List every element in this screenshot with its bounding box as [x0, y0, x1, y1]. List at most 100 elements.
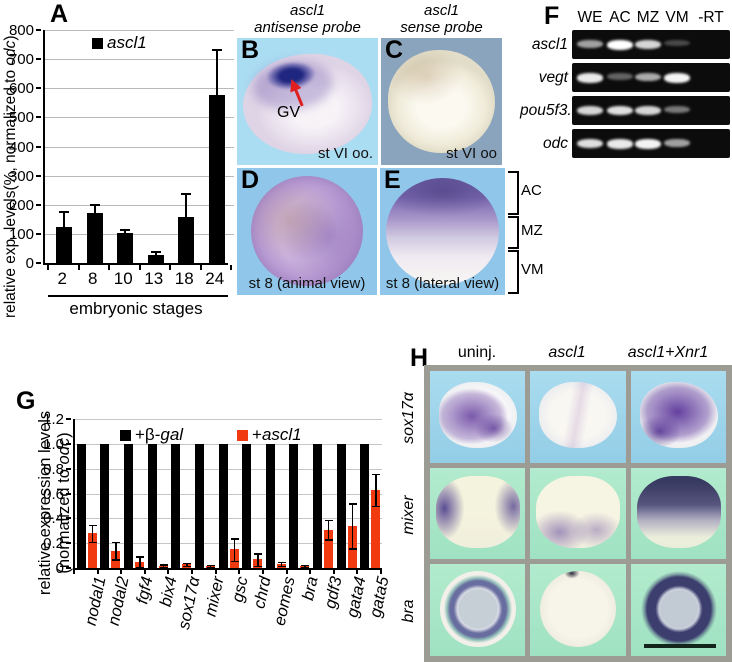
- image-sox17a-uninj: [430, 371, 526, 463]
- bar-gata5-bgal: [360, 443, 370, 568]
- error-bar: [124, 228, 127, 233]
- row-label-sox17a: sox17α: [400, 392, 417, 444]
- error-cap-bottom: [159, 566, 168, 569]
- error-bar: [91, 524, 94, 542]
- error-bar: [154, 250, 157, 255]
- legend-swatch-black: [120, 430, 131, 441]
- panel-a-legend: ascl1: [92, 33, 147, 53]
- panel-c-image: C st VI oo: [381, 38, 502, 165]
- error-bar: [327, 519, 330, 540]
- x-tick: [143, 570, 146, 574]
- panel-c-caption: st VI oo: [446, 145, 497, 162]
- panel-g-label: G: [16, 387, 36, 415]
- panel-g: G relative expression levels (normalized…: [0, 385, 420, 662]
- gene-label-vegt: vegt: [538, 69, 568, 86]
- error-cap-bottom: [254, 565, 263, 568]
- embryo: [539, 382, 618, 448]
- error-bar: [233, 538, 235, 561]
- gridline: [45, 30, 234, 31]
- x-tick-label: 10: [113, 269, 133, 288]
- x-tick: [285, 570, 288, 574]
- y-tick-label: 0.2: [43, 535, 64, 553]
- panel-c-title-line1: ascl1: [423, 2, 460, 19]
- bar-fgf4-bgal: [124, 443, 134, 568]
- row-label-bra: bra: [400, 599, 417, 623]
- gel-band: [664, 40, 690, 47]
- gridline: [45, 233, 234, 235]
- x-category-label: fgf4: [133, 575, 157, 606]
- scale-bar: [644, 643, 716, 648]
- bracket-ac: [508, 171, 519, 215]
- bracket-label-ac: AC: [521, 182, 542, 199]
- panel-b-image: GV B st VI oo.: [237, 38, 378, 165]
- panel-f-label: F: [544, 2, 560, 30]
- legend-label: ascl1: [107, 33, 147, 52]
- error-cap-top: [112, 541, 121, 544]
- gel-band: [664, 73, 690, 83]
- x-category-label: bix4: [156, 575, 181, 609]
- panel-a-x-axis-underline: [48, 295, 228, 297]
- embryo: [540, 571, 617, 648]
- x-tick: [96, 570, 99, 574]
- y-tick: [36, 232, 41, 235]
- gridline: [75, 493, 382, 495]
- panel-b-label: B: [241, 38, 260, 64]
- embryo: [639, 382, 718, 448]
- bar-gdf3-ascl1: [323, 529, 333, 568]
- y-tick-label: 300: [8, 167, 34, 185]
- gel-band: [664, 106, 690, 114]
- y-tick: [36, 145, 41, 148]
- error-bar: [375, 473, 377, 506]
- x-tick: [108, 265, 110, 270]
- gel-band: [577, 73, 603, 83]
- gel-band: [635, 139, 661, 149]
- y-tick-label: 400: [8, 138, 34, 156]
- image-sox17a-ascl1: [530, 371, 626, 463]
- gel-band: [635, 40, 661, 50]
- bar-stage-10: [117, 233, 134, 263]
- y-tick: [36, 58, 41, 61]
- lane-header-mz: MZ: [636, 9, 660, 26]
- y-tick: [66, 567, 71, 569]
- bracket-label-vm: VM: [521, 261, 544, 278]
- panel-a-chart-plot: [43, 30, 234, 265]
- gel-band: [577, 139, 603, 149]
- y-tick-label: 0: [25, 255, 34, 272]
- legend-swatch-black: [92, 38, 103, 49]
- gridline: [75, 518, 382, 520]
- gv-arrow-icon: [290, 79, 304, 107]
- x-tick: [47, 265, 49, 270]
- error-cap-bottom: [183, 565, 192, 568]
- gridline: [45, 175, 234, 177]
- x-tick: [77, 265, 80, 270]
- gel-strip-vegt: [572, 63, 730, 92]
- error-bar: [351, 503, 354, 549]
- y-tick: [36, 262, 41, 264]
- bar-gdf3-bgal: [312, 443, 322, 568]
- bar-sox17α-bgal: [171, 443, 181, 568]
- error-cap-bottom: [88, 541, 97, 544]
- embryo: [536, 475, 621, 548]
- lane-header-ac: AC: [609, 9, 631, 26]
- error-cap-bottom: [230, 560, 239, 563]
- panel-h: H uninj. ascl1 ascl1+Xnr1 sox17α mixer b…: [400, 340, 732, 662]
- gene-label-pou5f33: pou5f3.3: [520, 102, 581, 119]
- bar-gsc-bgal: [218, 443, 228, 568]
- error-bar: [280, 561, 283, 566]
- error-bar: [257, 553, 259, 566]
- y-tick-label: 1.2: [43, 411, 64, 428]
- image-bra-ascl1-xnr1: [630, 564, 726, 656]
- x-tick: [191, 570, 194, 574]
- bracket-vm: [508, 250, 519, 294]
- y-tick: [36, 203, 41, 206]
- gel-strip-ascl1: [572, 30, 730, 59]
- panel-c-title: ascl1 sense probe: [381, 2, 502, 36]
- gel-band: [635, 106, 661, 116]
- panel-d-label: D: [241, 168, 260, 194]
- legend-beta-gal: +β-gal: [120, 425, 183, 445]
- x-category-label: mixer: [201, 575, 228, 619]
- y-tick: [66, 542, 71, 545]
- gene-label-ascl1: ascl1: [531, 36, 568, 53]
- x-tick: [230, 265, 232, 270]
- column-header-uninj: uninj.: [457, 344, 497, 361]
